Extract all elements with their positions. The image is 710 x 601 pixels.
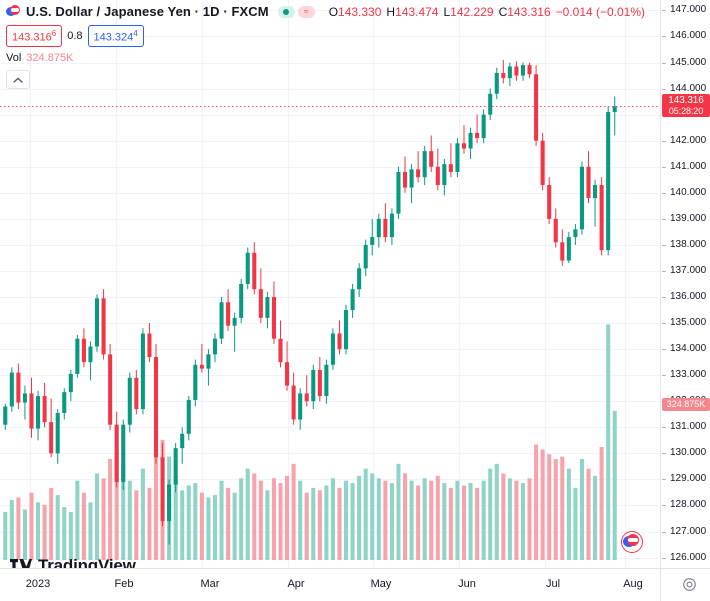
ohlc-low-value: 142.229 [450, 4, 494, 19]
ohlc-values: O143.330 H143.474 L142.229 C143.316 −0.014 (… [329, 5, 645, 19]
bid-price-value: 143.316 [12, 31, 52, 44]
settings-target-icon[interactable] [682, 577, 697, 592]
price-axis-tick-label: 134.000 [670, 343, 707, 355]
tradingview-mark-icon [10, 558, 32, 574]
legend-toggles: ≈ [277, 5, 315, 18]
time-axis-tick-label: 2023 [25, 578, 51, 590]
price-axis-tick-label: 147.000 [670, 4, 707, 16]
chart-plot-area[interactable] [0, 0, 660, 568]
ask-price-box[interactable]: 143.3244 [87, 25, 144, 47]
price-axis-tick-label: 145.000 [670, 56, 707, 68]
ohlc-close-value: 143.316 [507, 4, 551, 19]
bid-price-box[interactable]: 143.3166 [6, 25, 63, 47]
price-axis-tick: 129.000 [661, 473, 710, 485]
price-axis-tick-label: 141.000 [670, 160, 707, 172]
symbol-title[interactable]: U.S. Dollar / Japanese Yen · 1D · FXCM [26, 4, 269, 19]
price-axis-tick: 147.000 [661, 4, 710, 16]
volume-histogram [3, 324, 617, 560]
ohlc-high-key: H [386, 4, 396, 19]
ohlc-low-key: L [443, 4, 451, 19]
price-axis-tick: 146.000 [661, 30, 710, 42]
price-axis-tick-label: 128.000 [670, 499, 707, 511]
price-axis-tick-label: 136.000 [670, 291, 707, 303]
usd-jpy-flag-icon [6, 4, 21, 19]
indicator-toggle[interactable]: ≈ [297, 5, 315, 18]
price-axis-tick-label: 135.000 [670, 317, 707, 329]
price-axis-tick: 128.000 [661, 499, 710, 511]
price-axis-tick: 139.000 [661, 213, 710, 225]
price-axis-tick-label: 130.000 [670, 447, 707, 459]
price-axis-tick: 141.000 [661, 161, 710, 173]
legend-title-row: U.S. Dollar / Japanese Yen · 1D · FXCM ≈… [6, 2, 645, 21]
price-axis[interactable]: 147.000146.000145.000144.000143.000142.0… [660, 0, 710, 568]
price-axis-tick: 136.000 [661, 291, 710, 303]
ask-price-value: 143.324 [93, 31, 134, 44]
chart-legend: U.S. Dollar / Japanese Yen · 1D · FXCM ≈… [6, 2, 645, 89]
volume-legend-value: 324.875K [26, 52, 74, 64]
price-axis-tick: 140.000 [661, 187, 710, 199]
bar-countdown: 05:28:20 [668, 105, 704, 116]
price-axis-tick-label: 139.000 [670, 212, 707, 224]
volume-value-badge[interactable]: 324.875K [662, 397, 710, 411]
time-axis-tick-label: Jul [545, 578, 561, 590]
volume-legend-row: Vol 324.875K [6, 50, 645, 66]
candlestick-series [3, 59, 617, 545]
price-axis-tick: 126.000 [661, 552, 710, 564]
time-axis-tick-label: Aug [623, 578, 643, 590]
volume-legend-label: Vol [6, 52, 22, 64]
price-axis-tick: 137.000 [661, 265, 710, 277]
price-axis-tick: 144.000 [661, 83, 710, 95]
price-axis-tick-label: 144.000 [670, 82, 707, 94]
time-axis-tick-label: Jun [458, 578, 476, 590]
chart-gridlines [0, 0, 660, 568]
collapse-pane-button[interactable] [6, 70, 30, 89]
price-axis-tick-label: 129.000 [670, 473, 707, 485]
ohlc-open-value: 143.330 [338, 4, 382, 19]
price-axis-tick: 127.000 [661, 526, 710, 538]
ohlc-high-value: 143.474 [395, 4, 439, 19]
price-axis-tick-label: 140.000 [670, 186, 707, 198]
ask-price-fraction: 4 [133, 29, 138, 39]
price-axis-tick: 134.000 [661, 343, 710, 355]
price-axis-tick: 145.000 [661, 57, 710, 69]
time-axis-tick-label: May [370, 578, 392, 590]
chevron-up-icon [13, 77, 23, 83]
bid-price-fraction: 6 [51, 29, 57, 39]
price-axis-tick: 131.000 [661, 421, 710, 433]
quote-row: 143.3166 0.8 143.3244 [6, 25, 645, 47]
time-axis[interactable]: 2023 Feb Mar Apr May Jun Jul Aug [0, 568, 710, 601]
price-axis-tick-label: 138.000 [670, 238, 707, 250]
price-axis-tick-label: 126.000 [670, 551, 707, 563]
ohlc-open-key: O [328, 4, 339, 19]
price-axis-tick-label: 127.000 [670, 525, 707, 537]
time-axis-tick-label: Mar [200, 578, 220, 590]
ohlc-close-key: C [498, 4, 508, 19]
ohlc-change: −0.014 (−0.01%) [555, 4, 646, 19]
series-visibility-toggle[interactable] [277, 5, 295, 18]
price-axis-tick-label: 146.000 [670, 30, 707, 42]
price-axis-tick-label: 137.000 [670, 264, 707, 276]
price-axis-tick: 133.000 [661, 369, 710, 381]
price-axis-tick-label: 142.000 [670, 134, 707, 146]
symbol-axis-marker-icon [621, 531, 643, 553]
time-axis-tick-label: Apr [287, 578, 305, 590]
time-axis-tick-label: Feb [114, 578, 134, 590]
current-price-value: 143.316 [668, 94, 704, 106]
price-axis-tick-label: 133.000 [670, 369, 707, 381]
current-price-badge[interactable]: 143.316 05:28:20 [662, 93, 710, 117]
price-axis-tick: 142.000 [661, 135, 710, 147]
spread-value: 0.8 [67, 30, 83, 42]
axis-divider [660, 569, 661, 601]
price-axis-tick: 135.000 [661, 317, 710, 329]
price-axis-tick: 138.000 [661, 239, 710, 251]
price-axis-tick-label: 131.000 [670, 421, 707, 433]
price-axis-tick: 130.000 [661, 447, 710, 459]
